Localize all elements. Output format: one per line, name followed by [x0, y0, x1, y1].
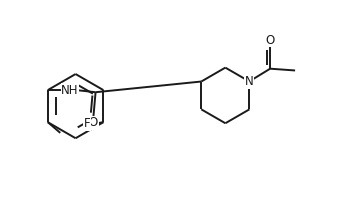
- Text: O: O: [266, 34, 275, 47]
- Text: NH: NH: [61, 84, 79, 97]
- Text: N: N: [245, 75, 254, 88]
- Text: F: F: [84, 117, 90, 130]
- Text: O: O: [89, 116, 98, 129]
